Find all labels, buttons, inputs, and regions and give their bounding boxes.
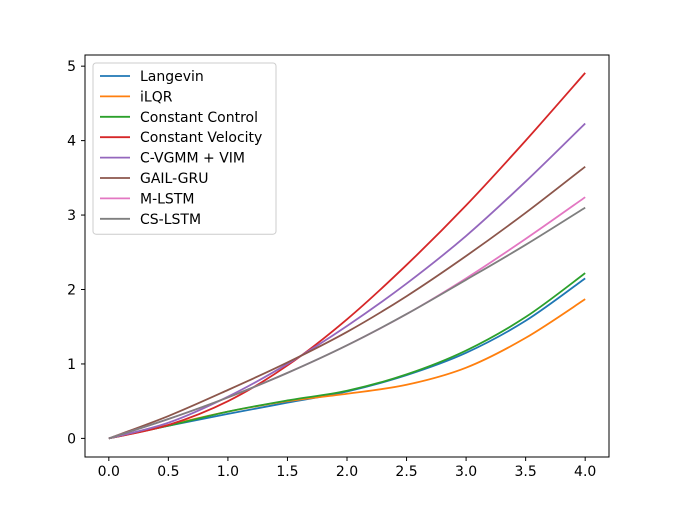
x-tick-label: 0.0 bbox=[98, 464, 120, 480]
series-line-3 bbox=[108, 72, 586, 440]
series-line-2 bbox=[108, 272, 586, 440]
y-tick-label: 1 bbox=[67, 357, 76, 373]
legend: Langevin iLQR Constant Control Constant Vel… bbox=[92, 62, 277, 235]
y-tick-label: 5 bbox=[67, 59, 76, 75]
plot-lines bbox=[108, 72, 586, 440]
x-tick-label: 4.0 bbox=[574, 464, 596, 480]
x-tick-label: 0.5 bbox=[157, 464, 179, 480]
legend-label-0: Langevin bbox=[140, 69, 204, 85]
legend-label-1: iLQR bbox=[140, 89, 173, 105]
series-line-7 bbox=[108, 206, 586, 440]
y-tick-label: 0 bbox=[67, 431, 76, 447]
x-tick-label: 2.0 bbox=[336, 464, 358, 480]
legend-label-7: CS-LSTM bbox=[140, 212, 201, 228]
x-tick-label: 3.0 bbox=[455, 464, 477, 480]
series-line-4 bbox=[108, 122, 586, 440]
legend-label-6: M-LSTM bbox=[140, 191, 194, 207]
legend-label-5: GAIL-GRU bbox=[140, 171, 209, 187]
y-axis: 0 1 2 3 4 5 bbox=[67, 59, 85, 447]
x-tick-label: 2.5 bbox=[395, 464, 417, 480]
y-tick-label: 3 bbox=[67, 208, 76, 224]
legend-label-2: Constant Control bbox=[140, 110, 258, 126]
series-line-5 bbox=[108, 165, 586, 440]
x-tick-label: 1.0 bbox=[217, 464, 239, 480]
legend-box bbox=[92, 62, 277, 235]
y-tick-label: 4 bbox=[67, 134, 76, 150]
y-tick-label: 2 bbox=[67, 283, 76, 299]
x-tick-label: 1.5 bbox=[276, 464, 298, 480]
legend-label-3: Constant Velocity bbox=[140, 130, 262, 146]
x-axis: 0.0 0.5 1.0 1.5 2.0 2.5 3.0 3.5 4.0 bbox=[98, 457, 596, 480]
x-tick-label: 3.5 bbox=[515, 464, 537, 480]
legend-label-4: C-VGMM + VIM bbox=[140, 151, 245, 167]
